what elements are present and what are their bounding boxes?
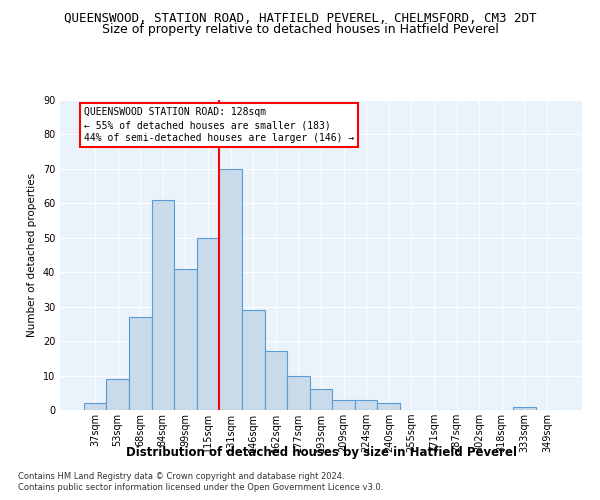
- Bar: [377, 403, 400, 410]
- Y-axis label: Number of detached properties: Number of detached properties: [27, 173, 37, 337]
- Bar: [174, 269, 197, 410]
- Text: Contains HM Land Registry data © Crown copyright and database right 2024.: Contains HM Land Registry data © Crown c…: [18, 472, 344, 481]
- Bar: [265, 352, 287, 410]
- Bar: [197, 238, 220, 410]
- Bar: [513, 406, 536, 410]
- Text: Size of property relative to detached houses in Hatfield Peverel: Size of property relative to detached ho…: [101, 22, 499, 36]
- Text: Contains public sector information licensed under the Open Government Licence v3: Contains public sector information licen…: [18, 484, 383, 492]
- Text: Distribution of detached houses by size in Hatfield Peverel: Distribution of detached houses by size …: [125, 446, 517, 459]
- Bar: [106, 379, 129, 410]
- Bar: [310, 390, 332, 410]
- Bar: [129, 317, 152, 410]
- Bar: [355, 400, 377, 410]
- Bar: [332, 400, 355, 410]
- Bar: [84, 403, 106, 410]
- Bar: [287, 376, 310, 410]
- Bar: [220, 169, 242, 410]
- Text: QUEENSWOOD STATION ROAD: 128sqm
← 55% of detached houses are smaller (183)
44% o: QUEENSWOOD STATION ROAD: 128sqm ← 55% of…: [84, 107, 354, 144]
- Bar: [242, 310, 265, 410]
- Bar: [152, 200, 174, 410]
- Text: QUEENSWOOD, STATION ROAD, HATFIELD PEVEREL, CHELMSFORD, CM3 2DT: QUEENSWOOD, STATION ROAD, HATFIELD PEVER…: [64, 12, 536, 26]
